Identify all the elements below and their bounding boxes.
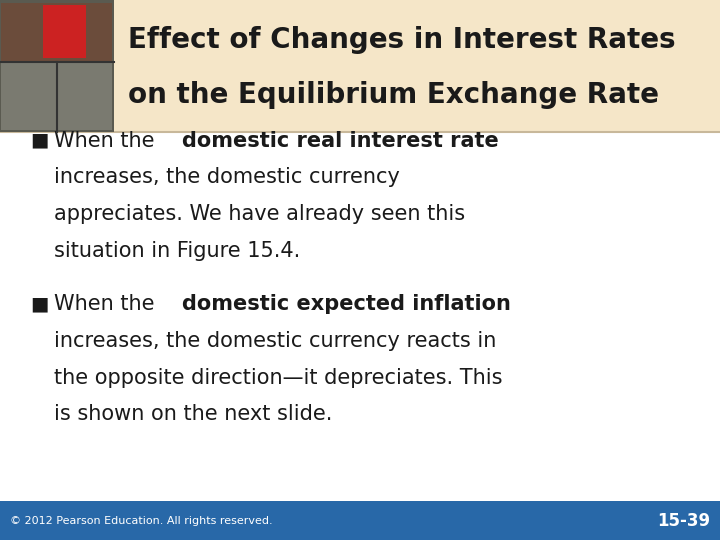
Bar xyxy=(1,3,112,61)
Text: ■: ■ xyxy=(30,294,49,313)
Bar xyxy=(0,501,720,540)
Text: 15-39: 15-39 xyxy=(657,511,710,530)
Text: When the: When the xyxy=(54,294,161,314)
Text: appreciates. We have already seen this: appreciates. We have already seen this xyxy=(54,204,465,224)
Text: domestic expected inflation: domestic expected inflation xyxy=(182,294,511,314)
Text: Effect of Changes in Interest Rates: Effect of Changes in Interest Rates xyxy=(128,26,676,53)
Text: ■: ■ xyxy=(30,131,49,150)
Bar xyxy=(43,5,86,58)
Bar xyxy=(0,0,114,132)
Text: When the: When the xyxy=(54,131,161,151)
Text: © 2012 Pearson Education. All rights reserved.: © 2012 Pearson Education. All rights res… xyxy=(10,516,273,525)
Text: increases, the domestic currency: increases, the domestic currency xyxy=(54,167,400,187)
Bar xyxy=(1,62,112,130)
Text: the opposite direction—it depreciates. This: the opposite direction—it depreciates. T… xyxy=(54,368,503,388)
Text: on the Equilibrium Exchange Rate: on the Equilibrium Exchange Rate xyxy=(128,81,660,109)
Bar xyxy=(0,0,720,132)
Text: domestic real interest rate: domestic real interest rate xyxy=(182,131,499,151)
Text: is shown on the next slide.: is shown on the next slide. xyxy=(54,404,333,424)
Text: increases, the domestic currency reacts in: increases, the domestic currency reacts … xyxy=(54,331,496,351)
Text: situation in Figure 15.4.: situation in Figure 15.4. xyxy=(54,241,300,261)
